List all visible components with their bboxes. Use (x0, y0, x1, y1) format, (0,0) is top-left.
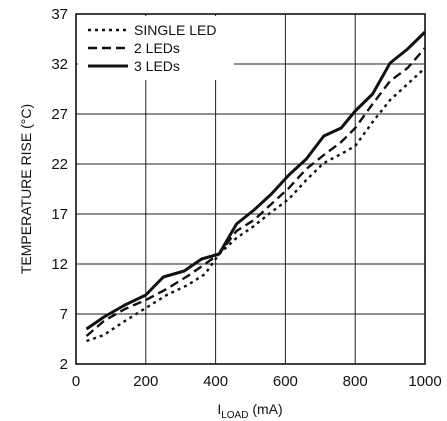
x-tick-label: 400 (203, 373, 228, 390)
y-tick-label: 27 (51, 106, 68, 123)
y-tick-label: 32 (51, 56, 68, 73)
legend: SINGLE LED 2 LEDs 3 LEDs (78, 16, 234, 80)
x-tick-label: 1000 (408, 373, 441, 390)
legend-label-3: 3 LEDs (134, 58, 180, 74)
plot-frame (75, 13, 426, 365)
series-line-2 (85, 47, 426, 337)
y-tick-label: 37 (51, 6, 68, 23)
x-axis-label-unit: (mA) (248, 401, 282, 417)
series-lines (85, 30, 427, 343)
y-tick-label: 2 (60, 356, 68, 373)
y-axis-label: TEMPERATURE RISE (°C) (18, 104, 34, 274)
series-line-3 (85, 30, 427, 331)
x-axis-label-main: I (217, 401, 221, 417)
y-tick-label: 7 (60, 306, 68, 323)
series-line-1 (86, 67, 426, 343)
x-tick-label: 600 (273, 373, 298, 390)
x-tick-label: 0 (72, 373, 80, 390)
y-tick-label: 12 (51, 256, 68, 273)
x-tick-label: 800 (343, 373, 368, 390)
legend-label-2: 2 LEDs (134, 40, 180, 56)
x-axis-label: ILOAD (mA) (217, 401, 282, 421)
x-tick-label: 200 (133, 373, 158, 390)
legend-label-1: SINGLE LED (134, 22, 216, 38)
x-axis-label-subscript: LOAD (221, 410, 248, 421)
y-tick-label: 22 (51, 156, 68, 173)
y-tick-label: 17 (51, 206, 68, 223)
